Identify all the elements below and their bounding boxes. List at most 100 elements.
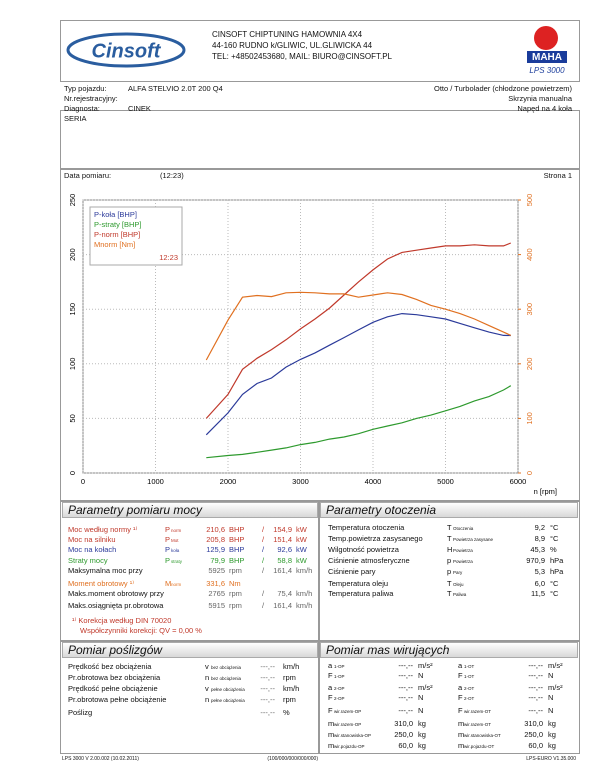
param-label: Maksymalna moc przy — [68, 566, 143, 575]
param-value: 75,4 — [277, 589, 292, 598]
param-value: 250,0 — [524, 730, 543, 739]
symbol: v — [205, 684, 209, 693]
param-label: Moc według normy ¹⁾ — [68, 525, 138, 534]
field-label: Diagnosta: — [64, 104, 100, 113]
symbol-sub: koła — [171, 548, 180, 553]
section-header — [62, 642, 318, 658]
param-unit: BHP — [229, 525, 245, 534]
param-value: ---,-- — [398, 671, 413, 680]
symbol-sub: 2-OT — [464, 696, 475, 701]
footer: (100/000/000/000/000) — [267, 756, 318, 762]
mass-box — [318, 640, 580, 754]
param-label: Prędkość pełne obciążenie — [68, 684, 158, 693]
symbol-sub: Pary — [453, 570, 463, 575]
symbol: F — [328, 671, 333, 680]
param-value: ---,-- — [260, 684, 275, 693]
param-value: 8,9 — [534, 534, 545, 543]
symbol: n — [205, 695, 210, 704]
logo: Cinsoft — [66, 32, 186, 68]
symbol: F — [458, 671, 463, 680]
separator: / — [262, 601, 265, 610]
symbol-sub: wir.razem-OP — [334, 722, 362, 727]
param-value: ---,-- — [398, 706, 413, 715]
y-tick-label: 0 — [68, 471, 77, 475]
param-label: Temperatura otoczenia — [328, 523, 405, 532]
y2-tick-label: 500 — [525, 194, 534, 207]
section-title: Parametry otoczenia — [326, 503, 437, 517]
param-unit: N — [548, 706, 554, 715]
param-unit: kg — [548, 719, 556, 728]
symbol: T — [447, 579, 452, 588]
param-label: Moc na kołach — [68, 545, 117, 554]
symbol: a — [328, 661, 333, 670]
param-label: Poślizg — [68, 708, 93, 717]
symbol: F — [458, 693, 463, 702]
symbol: a — [458, 683, 463, 692]
symbol-sub: wir.stanowiska-OT — [464, 733, 501, 738]
spec: Napęd na 4 koła — [517, 104, 572, 113]
page-number: Strona 1 — [543, 171, 572, 180]
x-tick-label: 5000 — [437, 477, 454, 486]
env-box — [318, 500, 580, 642]
separator: / — [262, 535, 265, 544]
param-label: Pr.obrotowa pełne obciążenie — [68, 695, 167, 704]
symbol: T — [447, 534, 452, 543]
symbol-sub: pełne obciążenia — [211, 687, 245, 692]
x-tick-label: 0 — [81, 477, 85, 486]
badge — [534, 26, 558, 50]
spec: Skrzynia manualna — [508, 94, 572, 103]
symbol-sub: Paliwa — [453, 592, 467, 597]
symbol: m — [458, 741, 465, 750]
symbol-sub: wir.razem-OP — [334, 709, 362, 714]
section-header — [320, 502, 578, 518]
param-unit: kW — [296, 535, 307, 544]
param-label: Ciśnienie atmosferyczne — [328, 556, 410, 565]
symbol: P — [165, 545, 171, 554]
param-unit: rpm — [283, 673, 296, 682]
x-tick-label: 1000 — [147, 477, 164, 486]
x-tick-label: 3000 — [292, 477, 309, 486]
param-value: 79,9 — [210, 556, 225, 565]
param-value: ---,-- — [260, 708, 275, 717]
param-unit: m/s² — [418, 683, 433, 692]
y-tick-label: 50 — [68, 414, 77, 422]
symbol-sub: Powietrza zasysane — [453, 537, 494, 542]
param-unit: N — [418, 693, 424, 702]
param-unit: rpm — [229, 601, 242, 610]
param-value: 250,0 — [394, 730, 413, 739]
symbol-sub: Powietrza — [453, 559, 473, 564]
symbol-sub: 1-OP — [334, 674, 345, 679]
symbol-sub: 1-OT — [464, 674, 475, 679]
symbol: F — [328, 693, 333, 702]
symbol: P — [165, 535, 171, 544]
param-label: Temp.powietrza zasysanego — [328, 534, 423, 543]
param-value: ---,-- — [528, 661, 543, 670]
symbol: P — [165, 525, 171, 534]
header-box — [60, 20, 580, 82]
symbol: P — [165, 556, 171, 565]
symbol-sub: Powietrza — [453, 548, 473, 553]
symbol: m — [458, 719, 465, 728]
maha-box — [527, 51, 567, 63]
symbol-sub: Mot — [171, 538, 179, 543]
symbol-sub: wir.stanowiska-OP — [334, 733, 372, 738]
series-label: SERIA — [64, 114, 87, 123]
legend-annotation: 12:23 — [159, 253, 178, 262]
param-unit: BHP — [229, 545, 245, 554]
param-unit: kg — [418, 719, 426, 728]
power-box — [60, 500, 320, 642]
separator: / — [262, 589, 265, 598]
param-value: ---,-- — [398, 683, 413, 692]
param-unit: N — [418, 706, 424, 715]
param-label: Moment obrotowy ¹⁾ — [68, 579, 135, 588]
text: CINSOFT CHIPTUNING HAMOWNIA 4X4 — [212, 30, 363, 39]
param-value: 6,0 — [534, 579, 545, 588]
y2-tick-label: 0 — [525, 471, 534, 475]
param-value: 310,0 — [394, 719, 413, 728]
param-unit: °C — [550, 534, 559, 543]
param-unit: km/h — [296, 566, 313, 575]
section-header — [62, 502, 318, 518]
section-title: Parametry pomiaru mocy — [68, 503, 203, 517]
param-value: ---,-- — [528, 671, 543, 680]
